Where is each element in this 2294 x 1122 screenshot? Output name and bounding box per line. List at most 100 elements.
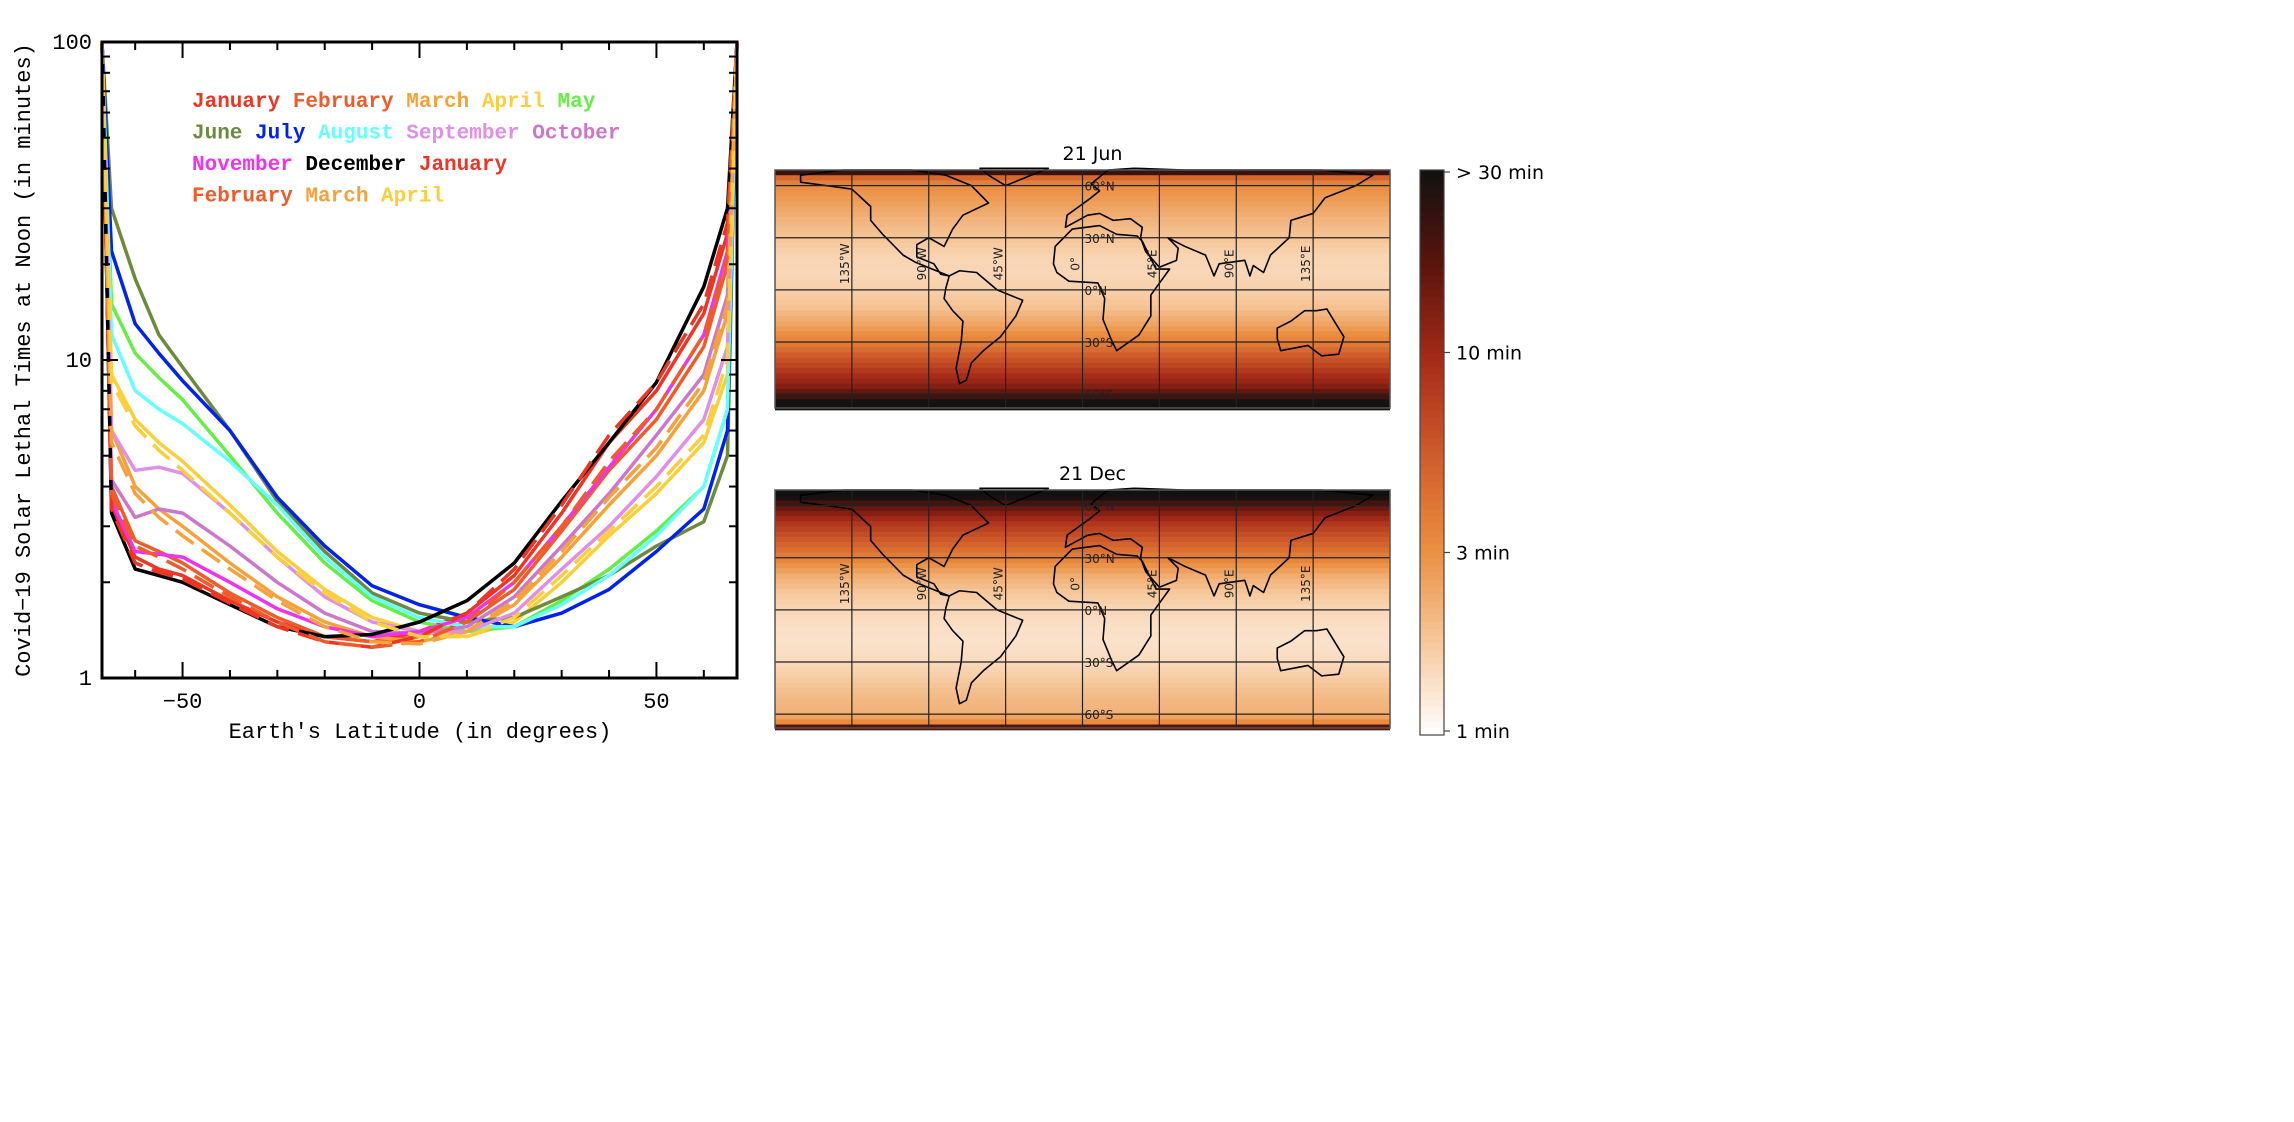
series-line-march <box>100 41 739 644</box>
colorbar-segment <box>1420 600 1444 609</box>
longitude-label: 45°W <box>992 567 1006 600</box>
map-frame <box>774 169 1391 409</box>
colorbar-segment <box>1420 290 1444 298</box>
colorbar-segment <box>1420 622 1444 630</box>
y-tick-label: 1 <box>79 667 92 692</box>
colorbar-segment <box>1420 523 1444 531</box>
latitude-label: 30°S <box>1085 656 1114 670</box>
longitude-label: 135°E <box>1299 566 1313 603</box>
colorbar-segment <box>1420 275 1444 284</box>
colorbar-segment <box>1420 706 1444 715</box>
longitude-label: 0° <box>1069 577 1083 591</box>
longitude-label: 90°E <box>1222 249 1236 278</box>
latitude-label: 60°S <box>1085 388 1114 402</box>
legend-entry: November <box>192 154 293 177</box>
legend-entry: January <box>406 154 507 177</box>
legend-entry: March <box>293 186 369 209</box>
colorbar-segment <box>1420 452 1444 461</box>
latitude-label: 0°N <box>1085 604 1108 618</box>
legend: January February March April May June Jul… <box>192 91 621 209</box>
colorbar-segment <box>1420 297 1444 305</box>
legend-row: June July August September October <box>192 123 621 146</box>
colorbar-segment <box>1420 629 1444 637</box>
colorbar-segment <box>1420 417 1444 425</box>
colorbar-tick-label: 3 min <box>1456 543 1510 565</box>
latitude-label: 60°S <box>1085 708 1114 722</box>
colorbar-segment <box>1420 586 1444 595</box>
colorbar: > 30 min 10 min 3 min 1 min <box>1419 162 1544 743</box>
colorbar-segment <box>1420 551 1444 560</box>
colorbar-segment <box>1420 360 1444 369</box>
colorbar-segment <box>1420 311 1444 319</box>
colorbar-segment <box>1420 480 1444 489</box>
legend-entry: April <box>368 186 444 209</box>
legend-entry: February <box>192 186 293 209</box>
latitude-label: 60°N <box>1085 180 1115 194</box>
series-line-may <box>100 41 739 634</box>
colorbar-segment <box>1420 685 1444 694</box>
legend-entry: August <box>305 123 393 146</box>
longitude-label: 135°W <box>838 243 852 284</box>
colorbar-segment <box>1420 410 1444 418</box>
colorbar-segment <box>1420 261 1444 270</box>
colorbar-segment <box>1420 516 1444 524</box>
colorbar-segment <box>1420 692 1444 701</box>
colorbar-segment <box>1420 212 1444 221</box>
colorbar-segment <box>1420 191 1444 199</box>
legend-row: November December January <box>192 154 507 177</box>
colorbar-segment <box>1420 219 1444 228</box>
colorbar-segment <box>1420 431 1444 439</box>
colorbar-segment <box>1420 445 1444 454</box>
legend-row: January February March April May <box>192 91 596 114</box>
series-line-april-dashed <box>100 41 739 639</box>
colorbar-segment <box>1420 487 1444 496</box>
colorbar-segment <box>1420 438 1444 447</box>
map-frame <box>774 489 1391 729</box>
colorbar-segment <box>1420 727 1444 736</box>
colorbar-segment <box>1420 170 1444 178</box>
legend-entry: May <box>545 91 596 114</box>
colorbar-segment <box>1420 325 1444 334</box>
colorbar-segment <box>1420 650 1444 658</box>
colorbar-segment <box>1420 184 1444 192</box>
map-title: 21 Jun <box>1063 143 1123 165</box>
legend-entry: September <box>394 123 520 146</box>
colorbar-segment <box>1420 339 1444 348</box>
colorbar-segment <box>1420 713 1444 722</box>
colorbar-segment <box>1420 607 1444 616</box>
longitude-label: 135°W <box>838 563 852 604</box>
colorbar-segment <box>1420 254 1444 263</box>
colorbar-segment <box>1420 466 1444 475</box>
continent-outline <box>1052 544 1171 672</box>
legend-entry: June <box>192 123 242 146</box>
longitude-label: 90°E <box>1222 569 1236 598</box>
legend-entry: January <box>192 91 281 114</box>
continent-outline <box>799 169 990 277</box>
colorbar-segment <box>1420 268 1444 277</box>
colorbar-segment <box>1420 388 1444 397</box>
colorbar-segment <box>1420 332 1444 341</box>
maps: 60°N 30°N 0°N 30°S 60°S 135°W 90°W 45°W 0° 45°E 90… <box>774 143 1391 731</box>
colorbar-segment <box>1420 226 1444 235</box>
continent-outline <box>979 167 1050 187</box>
x-tick-label: 50 <box>643 690 669 715</box>
longitude-label: 45°W <box>992 247 1006 280</box>
colorbar-tick-label: 1 min <box>1456 721 1510 743</box>
continent-outline <box>1052 224 1171 352</box>
legend-entry: February <box>280 91 394 114</box>
y-tick-label: 100 <box>52 31 92 56</box>
series-line-july <box>100 41 739 629</box>
colorbar-segment <box>1420 572 1444 581</box>
colorbar-tick-label: 10 min <box>1456 342 1522 364</box>
colorbar-segment <box>1420 233 1444 242</box>
series-line-january <box>100 41 739 644</box>
legend-entry: October <box>520 123 621 146</box>
latitude-label: 30°N <box>1085 232 1115 246</box>
map-title: 21 Dec <box>1059 463 1126 485</box>
legend-entry: April <box>469 91 545 114</box>
legend-entry: March <box>394 91 470 114</box>
colorbar-segment <box>1420 614 1444 623</box>
series-line-february-dashed <box>100 41 739 649</box>
map-panel-1: 60°N 30°N 0°N 30°S 60°S 135°W 90°W 45°W 0° 45°E 90… <box>774 463 1391 731</box>
